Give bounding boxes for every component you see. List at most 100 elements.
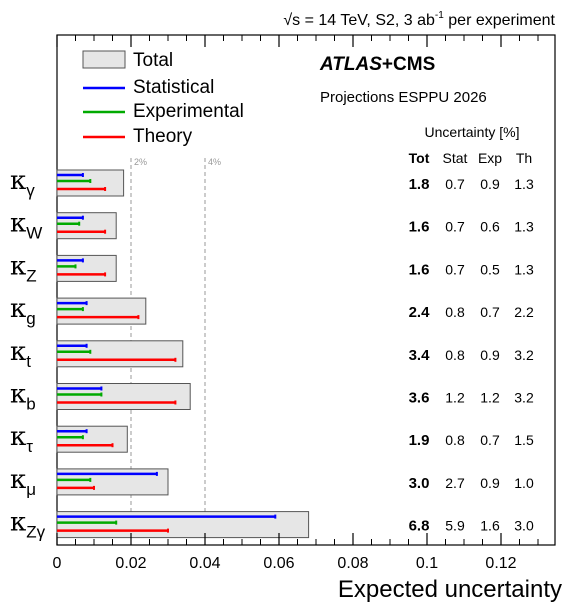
- y-label-symbol-7: κ: [10, 465, 26, 495]
- y-label-sub-6: τ: [26, 437, 33, 456]
- legend-total-label: Total: [133, 50, 173, 71]
- x-tick-label-4: 0.08: [337, 555, 368, 572]
- y-label-sub-3: g: [26, 309, 35, 328]
- sqrt-s: √s: [283, 12, 300, 29]
- table-cell-7-1: 2.7: [445, 475, 465, 491]
- table-cell-1-2: 0.6: [480, 219, 500, 235]
- experiment-bold: ATLAS: [319, 54, 382, 75]
- bar-total-1: [56, 212, 117, 240]
- table-col-tot: Tot: [409, 150, 430, 166]
- y-label-7: κμ: [10, 465, 36, 499]
- y-label-sub-1: W: [26, 224, 42, 243]
- projection-subtitle: Projections ESPPU 2026: [320, 89, 487, 106]
- lumi-superscript: -1: [435, 10, 444, 21]
- legend: Total Statistical Experimental Theory: [82, 50, 244, 147]
- experiment-label: ATLAS+CMS: [319, 54, 435, 75]
- table-cell-5-0: 3.6: [409, 390, 430, 407]
- table-values: 1.8 0.7 0.9 1.3 1.6 0.7 0.6 1.3 1.6 0.7 0.5 1.3 2.4 0…: [409, 176, 534, 535]
- y-label-sub-8: Zγ: [26, 523, 45, 542]
- table-cell-6-2: 0.7: [480, 432, 500, 448]
- table-cell-7-2: 0.9: [480, 475, 500, 491]
- y-label-symbol-3: κ: [10, 294, 26, 324]
- table-cell-6-0: 1.9: [409, 432, 430, 449]
- x-tick-label-2: 0.04: [189, 555, 220, 572]
- table-cell-2-1: 0.7: [445, 261, 465, 277]
- y-label-symbol-6: κ: [10, 422, 26, 452]
- y-label-sub-5: b: [26, 395, 35, 414]
- table-cell-1-1: 0.7: [445, 219, 465, 235]
- table-cell-4-2: 0.9: [480, 347, 500, 363]
- reference-label-0: 2%: [134, 157, 147, 167]
- table-cell-4-3: 3.2: [514, 347, 534, 363]
- table-cell-0-3: 1.3: [514, 176, 534, 192]
- table-cell-2-2: 0.5: [480, 261, 500, 277]
- y-label-6: κτ: [10, 422, 33, 456]
- table-cell-4-1: 0.8: [445, 347, 465, 363]
- y-label-0: κγ: [10, 166, 35, 200]
- y-label-3: κg: [10, 294, 36, 328]
- table-cell-7-3: 1.0: [514, 475, 534, 491]
- table-cell-8-2: 1.6: [480, 518, 500, 534]
- table-cell-5-1: 1.2: [445, 390, 465, 406]
- table-cell-3-2: 0.7: [480, 304, 500, 320]
- table-cell-6-3: 1.5: [514, 432, 534, 448]
- legend-theory-label: Theory: [133, 126, 193, 147]
- table-cell-0-2: 0.9: [480, 176, 500, 192]
- y-label-sub-2: Z: [26, 266, 36, 285]
- table-cell-6-1: 0.8: [445, 432, 465, 448]
- table-cell-4-0: 3.4: [409, 347, 431, 364]
- reference-label-1: 4%: [208, 157, 221, 167]
- table-cell-2-3: 1.3: [514, 261, 534, 277]
- x-tick-label-0: 0: [53, 555, 62, 572]
- table-cell-8-0: 6.8: [409, 518, 430, 535]
- y-label-sub-0: γ: [26, 181, 35, 200]
- y-label-5: κb: [10, 380, 36, 414]
- table-cell-3-1: 0.8: [445, 304, 465, 320]
- x-axis-label: Expected uncertainty: [338, 576, 562, 603]
- legend-experimental-label: Experimental: [133, 101, 244, 122]
- bars-layer: [56, 169, 310, 539]
- y-label-symbol-5: κ: [10, 380, 26, 410]
- table-cell-2-0: 1.6: [409, 261, 430, 278]
- table-col-th: Th: [516, 150, 532, 166]
- x-tick-label-6: 0.12: [485, 555, 516, 572]
- y-label-symbol-0: κ: [10, 166, 26, 196]
- y-label-sub-7: μ: [26, 480, 36, 499]
- energy-header: √s = 14 TeV, S2, 3 ab-1 per experiment: [283, 10, 555, 29]
- table-cell-0-1: 0.7: [445, 176, 465, 192]
- table-cell-3-3: 2.2: [514, 304, 534, 320]
- table-cell-8-1: 5.9: [445, 518, 465, 534]
- table-cell-1-0: 1.6: [409, 219, 430, 236]
- table-title: Uncertainty [%]: [425, 124, 520, 140]
- legend-statistical-label: Statistical: [133, 77, 214, 98]
- header-suffix: per experiment: [444, 12, 556, 29]
- energy-text: = 14 TeV, S2, 3 ab: [300, 12, 435, 29]
- y-label-4: κt: [10, 337, 31, 371]
- y-label-symbol-8: κ: [10, 508, 26, 538]
- table-cell-8-3: 3.0: [514, 518, 534, 534]
- table-cell-5-3: 3.2: [514, 390, 534, 406]
- y-label-symbol-2: κ: [10, 251, 26, 281]
- experiment-rest: +CMS: [382, 54, 435, 75]
- y-label-symbol-4: κ: [10, 337, 26, 367]
- table-cell-5-2: 1.2: [480, 390, 500, 406]
- table-col-stat: Stat: [443, 150, 468, 166]
- y-label-2: κZ: [10, 251, 37, 285]
- x-tick-label-1: 0.02: [115, 555, 146, 572]
- x-tick-label-5: 0.1: [416, 555, 438, 572]
- x-tick-label-3: 0.06: [263, 555, 294, 572]
- table-cell-0-0: 1.8: [409, 176, 430, 193]
- y-label-1: κW: [10, 209, 42, 243]
- table-cell-3-0: 2.4: [409, 304, 431, 321]
- legend-total-swatch: [82, 50, 126, 69]
- y-label-sub-4: t: [26, 352, 31, 371]
- table-cell-1-3: 1.3: [514, 219, 534, 235]
- table-col-exp: Exp: [478, 150, 502, 166]
- x-axis: 0 0.02 0.04 0.06 0.08 0.1 0.12: [53, 35, 539, 572]
- plot-frame: [56, 34, 556, 546]
- y-label-8: κZγ: [10, 508, 46, 542]
- y-label-symbol-1: κ: [10, 209, 26, 239]
- table-cell-7-0: 3.0: [409, 475, 430, 492]
